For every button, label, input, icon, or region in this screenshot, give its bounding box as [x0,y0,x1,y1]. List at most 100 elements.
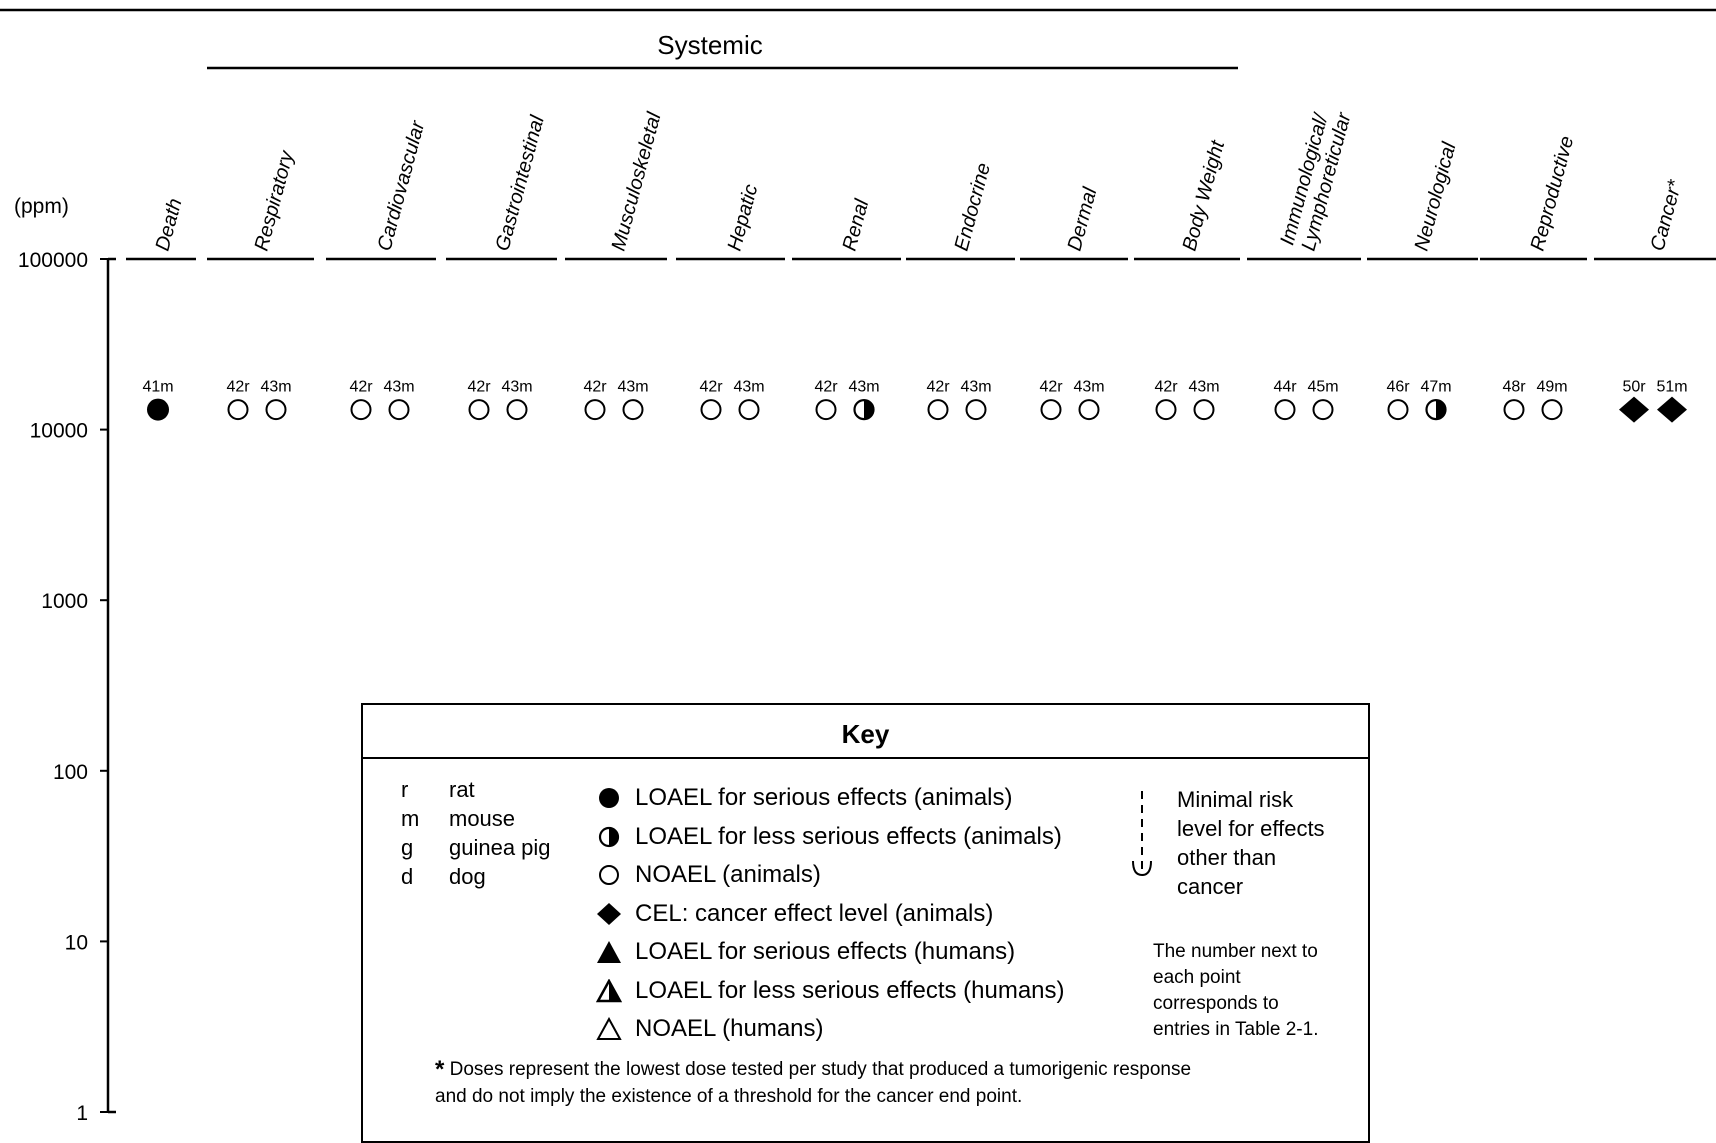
mrl-line: Minimal risk [1177,787,1294,812]
species-code: r [401,777,409,802]
legend-key: Key r rat m mouse g guinea pig d dog LOAEL f… [361,703,1370,1143]
y-tick-label: 100000 [18,249,88,272]
open-circle-point [227,399,249,421]
legend-row: LOAEL for serious effects (animals) [595,779,1065,818]
filled-circle-point [147,398,169,421]
y-tick-label: 1000 [41,590,88,613]
half-circle-fill [1436,400,1446,420]
point-label: 43m [733,379,764,396]
point-label: 49m [1536,379,1567,396]
open-circle-point [506,399,528,421]
key-divider [363,757,1368,759]
point-label: 43m [848,379,879,396]
open-circle-point [584,399,606,421]
open-circle-icon [595,863,623,887]
point-label: 42r [1039,379,1063,396]
cancer-footnote: * Doses represent the lowest dose tested… [435,1056,1335,1110]
mrl-line: cancer [1177,874,1244,899]
note-line: The number next to [1153,941,1318,962]
open-circle-point [1040,399,1062,421]
diamond-point [1619,396,1649,423]
point-label: 50r [1622,379,1646,396]
species-name: guinea pig [449,835,551,860]
open-circle-point [1078,399,1100,421]
legend-label: LOAEL for serious effects (humans) [635,938,1016,965]
category-label: Cardiovascular [374,117,430,253]
category-label: Reproductive [1527,134,1579,254]
species-row: r rat [401,775,551,804]
point-label: 42r [1154,379,1178,396]
species-list: r rat m mouse g guinea pig d dog [401,775,551,891]
category-label: Death [152,196,187,253]
point-label: 43m [383,379,414,396]
open-circle-point [388,399,410,421]
open-circle-point [1503,399,1525,421]
half-filled-circle-point [1425,398,1447,421]
filled-circle-icon [595,786,623,810]
y-tick-label: 1 [76,1102,88,1122]
point-label: 42r [583,379,607,396]
footnote-line: and do not imply the existence of a thre… [435,1086,1023,1107]
species-row: d dog [401,862,551,891]
open-circle-point [265,399,287,421]
point-label: 42r [226,379,250,396]
footnote-line: * Doses represent the lowest dose tested… [435,1056,1335,1083]
open-circle-point [1312,399,1334,421]
point-label: 43m [617,379,648,396]
systemic-label: Systemic [657,30,762,60]
open-circle-point [700,399,722,421]
point-label: 42r [349,379,373,396]
point-label: 42r [467,379,491,396]
species-code: g [401,835,414,860]
species-name: mouse [449,806,516,831]
open-triangle-icon [595,1017,623,1041]
y-axis: 100000 10000 1000 100 10 1 (ppm) [0,8,1716,1122]
table-note: The number next to each point correspond… [1153,939,1353,1043]
point-label: 46r [1386,379,1410,396]
point-label: 43m [260,379,291,396]
legend-label: NOAEL (humans) [635,1015,824,1042]
category-label: Body Weight [1179,137,1230,253]
point-label: 42r [699,379,723,396]
mrl-legend: Minimal risk level for effects other tha… [1129,785,1357,901]
half-circle-fill [864,400,874,420]
category-label: Musculoskeletal [608,110,666,254]
data-points: 41m 42r 43m 42r 43m 42r 43m 42r 43m 42r 43m 42r 43m 4… [142,379,1688,423]
category-label: Endocrine [951,161,996,254]
point-label: 42r [926,379,950,396]
half-filled-circle-icon [595,825,623,849]
note-line: corresponds to [1153,993,1279,1014]
open-circle-point [1274,399,1296,421]
species-code: d [401,864,414,889]
point-label: 43m [501,379,532,396]
diamond-point [1657,396,1687,423]
open-circle-point [350,399,372,421]
y-tick-label: 10000 [30,420,88,443]
open-circle-point [815,399,837,421]
species-name: rat [449,777,475,802]
open-circle-point [1387,399,1409,421]
point-label: 48r [1502,379,1526,396]
y-axis-label: (ppm) [14,195,69,218]
note-line: entries in Table 2-1. [1153,1019,1319,1040]
species-row: g guinea pig [401,833,551,862]
legend-row: NOAEL (animals) [595,856,1065,895]
category-label: Neurological [1411,140,1461,254]
open-circle-point [468,399,490,421]
mrl-line: other than [1177,845,1277,870]
species-row: m mouse [401,804,551,833]
filled-diamond-icon [595,902,623,926]
footnote-text: Doses represent the lowest dose tested p… [449,1059,1192,1080]
category-label: Respiratory [251,148,299,253]
legend-row: CEL: cancer effect level (animals) [595,895,1065,934]
y-tick-label: 100 [53,761,88,784]
point-label: 43m [960,379,991,396]
category-label: Renal [839,197,874,254]
legend-label: CEL: cancer effect level (animals) [635,899,994,927]
point-label: 51m [1656,379,1687,396]
legend-row: LOAEL for less serious effects (humans) [595,972,1065,1011]
mrl-line: level for effects [1177,816,1325,841]
legend-label: LOAEL for less serious effects (humans) [635,976,1065,1004]
legend-row: NOAEL (humans) [595,1010,1065,1049]
open-circle-point [927,399,949,421]
